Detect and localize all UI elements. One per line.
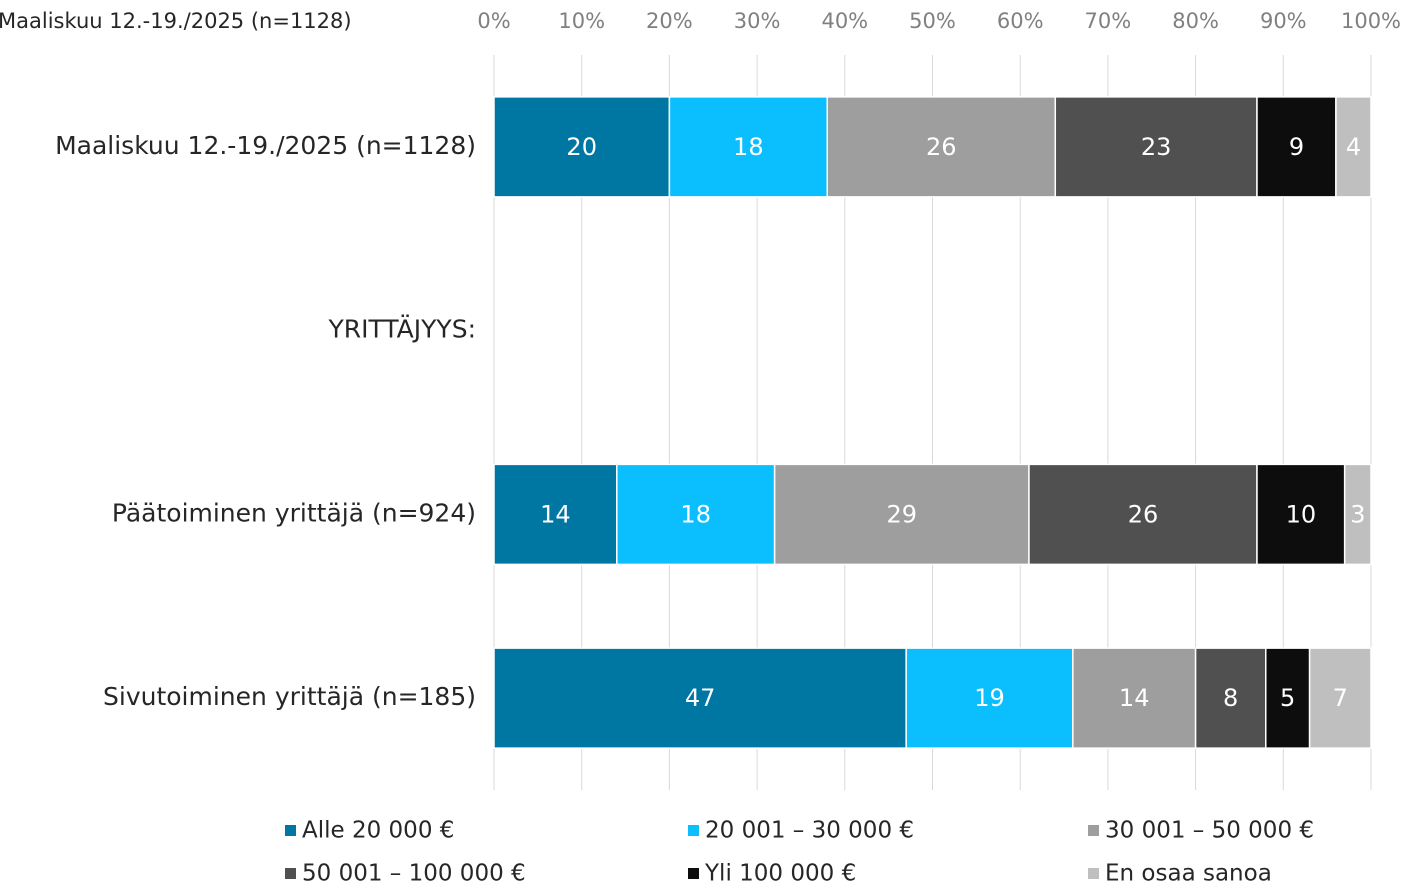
bar-segment	[1054, 96, 1258, 198]
legend-label: Yli 100 000 €	[704, 861, 856, 885]
bar-segment	[826, 96, 1057, 198]
data-label: 20	[566, 133, 597, 161]
x-tick-label: 70%	[1085, 9, 1132, 33]
x-tick-label: 100%	[1341, 9, 1401, 33]
bar-segment	[1256, 463, 1346, 566]
data-label: 8	[1223, 684, 1238, 712]
bar-segment	[1256, 96, 1337, 198]
bar-segment	[1194, 647, 1267, 749]
bar-segment	[773, 463, 1030, 566]
data-label: 9	[1289, 133, 1304, 161]
bar-segment	[1335, 96, 1372, 198]
category-label: Päätoiminen yrittäjä (n=924)	[112, 498, 476, 527]
bar-segment	[1072, 647, 1197, 749]
x-tick-label: 60%	[997, 9, 1044, 33]
bar-segment	[493, 463, 618, 566]
legend-marker	[285, 868, 296, 879]
data-label: 26	[1128, 500, 1159, 528]
legend-label: 20 001 – 30 000 €	[705, 818, 914, 844]
bar-segment	[1265, 647, 1311, 749]
data-label: 10	[1286, 500, 1317, 528]
chart-title: Maaliskuu 12.-19./2025 (n=1128)	[0, 9, 352, 33]
data-label: 23	[1141, 133, 1172, 161]
legend-marker	[285, 825, 296, 836]
x-tick-label: 0%	[477, 9, 510, 33]
bar-segment	[1343, 463, 1372, 566]
legend-label: 30 001 – 50 000 €	[1105, 818, 1314, 844]
category-label: YRITTÄJYYS:	[328, 315, 477, 344]
legend-marker	[688, 868, 699, 879]
data-label: 47	[685, 684, 716, 712]
bar-segment	[668, 96, 829, 198]
data-label: 29	[887, 500, 918, 528]
data-label: 26	[926, 133, 957, 161]
x-tick-label: 20%	[646, 9, 693, 33]
data-label: 14	[540, 500, 571, 528]
x-tick-label: 50%	[909, 9, 956, 33]
data-label: 18	[680, 500, 711, 528]
bar-segment	[1028, 463, 1258, 566]
legend-label: En osaa sanoa	[1105, 861, 1272, 885]
bar-segment	[1308, 647, 1372, 749]
x-tick-label: 30%	[734, 9, 781, 33]
x-tick-label: 10%	[558, 9, 605, 33]
data-label: 4	[1346, 133, 1361, 161]
legend-label: 50 001 – 100 000 €	[302, 861, 526, 885]
x-tick-label: 90%	[1260, 9, 1307, 33]
data-label: 18	[733, 133, 764, 161]
legend-label: Alle 20 000 €	[302, 818, 454, 844]
data-label: 7	[1333, 684, 1348, 712]
x-tick-label: 80%	[1172, 9, 1219, 33]
data-label: 19	[974, 684, 1005, 712]
bar-segment	[493, 96, 671, 198]
legend-marker	[1088, 868, 1099, 879]
data-label: 14	[1119, 684, 1150, 712]
x-tick-label: 40%	[821, 9, 868, 33]
legend-marker	[688, 825, 699, 836]
data-label: 5	[1280, 684, 1295, 712]
bar-segment	[905, 647, 1074, 749]
bar-segment	[493, 647, 907, 749]
data-label: 3	[1350, 500, 1365, 528]
category-label: Sivutoiminen yrittäjä (n=185)	[103, 682, 476, 711]
legend-marker	[1088, 825, 1099, 836]
category-label: Maaliskuu 12.-19./2025 (n=1128)	[55, 131, 476, 160]
